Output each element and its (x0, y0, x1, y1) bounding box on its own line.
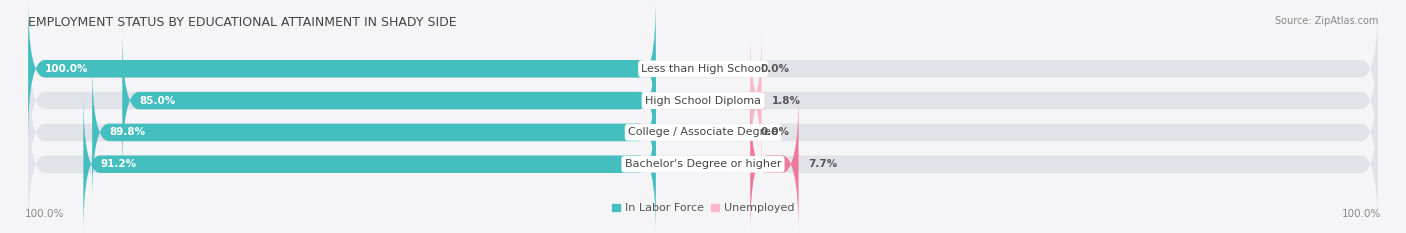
Text: EMPLOYMENT STATUS BY EDUCATIONAL ATTAINMENT IN SHADY SIDE: EMPLOYMENT STATUS BY EDUCATIONAL ATTAINM… (28, 16, 457, 29)
Text: 100.0%: 100.0% (1341, 209, 1381, 219)
FancyBboxPatch shape (93, 62, 655, 203)
FancyBboxPatch shape (28, 93, 1378, 233)
Text: High School Diploma: High School Diploma (645, 96, 761, 106)
Text: 100.0%: 100.0% (45, 64, 89, 74)
FancyBboxPatch shape (751, 93, 799, 233)
Text: Bachelor's Degree or higher: Bachelor's Degree or higher (624, 159, 782, 169)
Text: 7.7%: 7.7% (808, 159, 838, 169)
Text: 1.8%: 1.8% (772, 96, 800, 106)
Text: Source: ZipAtlas.com: Source: ZipAtlas.com (1274, 16, 1378, 26)
FancyBboxPatch shape (28, 0, 1378, 140)
Text: 0.0%: 0.0% (761, 127, 789, 137)
FancyBboxPatch shape (745, 30, 768, 171)
Text: 0.0%: 0.0% (761, 64, 789, 74)
Text: College / Associate Degree: College / Associate Degree (628, 127, 778, 137)
FancyBboxPatch shape (83, 93, 655, 233)
FancyBboxPatch shape (28, 62, 1378, 203)
Legend: In Labor Force, Unemployed: In Labor Force, Unemployed (607, 199, 799, 218)
FancyBboxPatch shape (28, 0, 655, 140)
Text: 85.0%: 85.0% (139, 96, 176, 106)
FancyBboxPatch shape (122, 30, 655, 171)
FancyBboxPatch shape (28, 30, 1378, 171)
Text: Less than High School: Less than High School (641, 64, 765, 74)
Text: 91.2%: 91.2% (100, 159, 136, 169)
Text: 100.0%: 100.0% (25, 209, 65, 219)
Text: 89.8%: 89.8% (110, 127, 145, 137)
